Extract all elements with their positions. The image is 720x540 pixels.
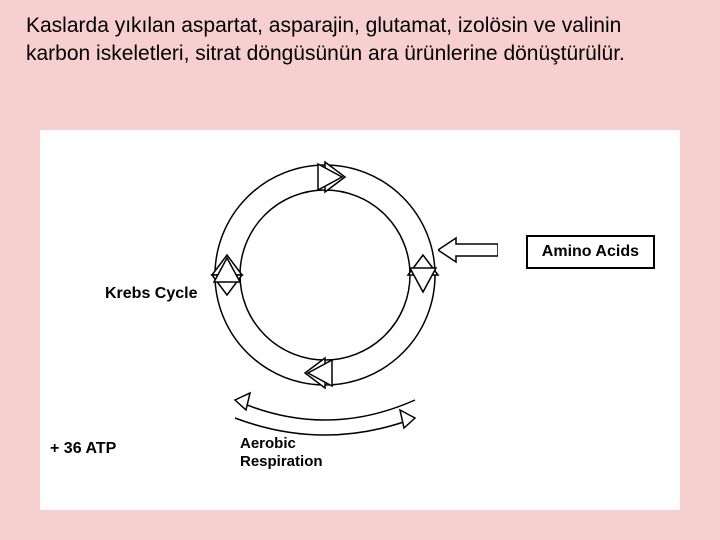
atp-output-label: + 36 ATP <box>50 440 116 458</box>
slide-page: Kaslarda yıkılan aspartat, asparajin, gl… <box>0 0 720 540</box>
caption-text: Kaslarda yıkılan aspartat, asparajin, gl… <box>26 12 680 69</box>
amino-acids-label: Amino Acids <box>542 243 639 260</box>
aerobic-line1: Aerobic <box>240 435 296 452</box>
amino-acids-arrow-icon <box>438 236 498 264</box>
krebs-cycle-ring <box>210 160 440 390</box>
diagram-area: Krebs Cycle <box>40 130 680 510</box>
amino-acids-box: Amino Acids <box>526 235 655 269</box>
krebs-cycle-label: Krebs Cycle <box>105 285 198 303</box>
aerobic-respiration-label: Aerobic Respiration <box>240 435 323 471</box>
aerobic-line2: Respiration <box>240 453 323 470</box>
